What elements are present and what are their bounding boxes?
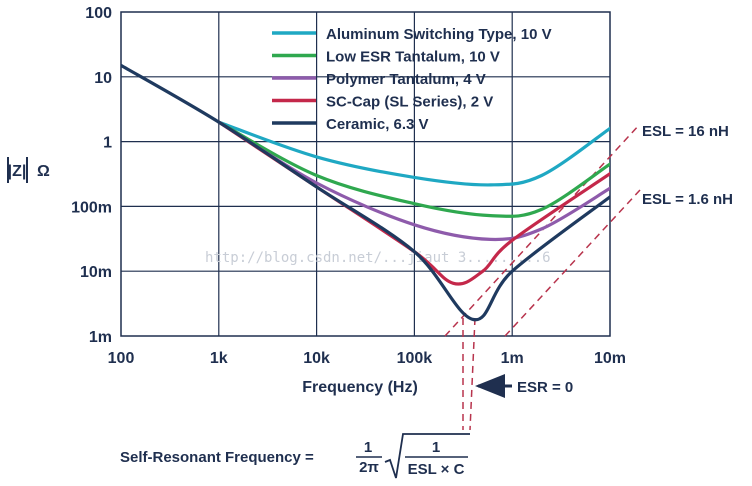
- plot-area: [120, 11, 611, 337]
- legend-label: Aluminum Switching Type, 10 V: [326, 26, 552, 43]
- x-axis-label: Frequency (Hz): [302, 379, 418, 396]
- esl-1-6nh-guide: [504, 189, 641, 337]
- y-tick-label: 1: [103, 135, 112, 152]
- self-resonant-formula: Self-Resonant Frequency = 1 2π 1 ESL × C: [120, 433, 470, 479]
- legend-label: Low ESR Tantalum, 10 V: [326, 49, 500, 66]
- series-line: [217, 120, 610, 187]
- y-tick-label: 10: [94, 70, 112, 87]
- esl-1-6nh-label: ESL = 1.6 nH: [642, 191, 733, 208]
- y-axis-label: |Z| Ω: [7, 157, 50, 183]
- series-line: [121, 63, 610, 322]
- legend: Aluminum Switching Type, 10 V Low ESR Tan…: [272, 26, 552, 133]
- x-tick-label: 100: [108, 350, 135, 367]
- x-tick-labels: 100 1k 10k 100k 1m 10m: [108, 350, 626, 367]
- formula-num-1: 1: [364, 439, 372, 456]
- formula-den-2: ESL × C: [408, 461, 465, 478]
- legend-label: SC-Cap (SL Series), 2 V: [326, 94, 493, 111]
- legend-label: Polymer Tantalum, 4 V: [326, 71, 486, 88]
- y-tick-labels: 1m 10m 100m 1 10 100: [71, 5, 112, 346]
- series-line: [217, 120, 610, 218]
- y-tick-label: 10m: [80, 264, 112, 281]
- esr-label: ESR = 0: [517, 379, 573, 396]
- esl-16nh-label: ESL = 16 nH: [642, 123, 729, 140]
- series-group: [121, 63, 610, 322]
- y-tick-label: 100m: [71, 199, 112, 216]
- sqrt-radical: [384, 433, 470, 479]
- x-tick-label: 100k: [397, 350, 433, 367]
- y-tick-label: 1m: [89, 329, 112, 346]
- formula-num-2: 1: [432, 439, 440, 456]
- x-tick-label: 10m: [594, 350, 626, 367]
- y-axis-label-z: |Z|: [8, 163, 27, 180]
- x-tick-label: 10k: [303, 350, 330, 367]
- y-tick-label: 100: [85, 5, 112, 22]
- x-tick-label: 1m: [501, 350, 524, 367]
- formula-prefix: Self-Resonant Frequency =: [120, 449, 314, 466]
- watermark-text: http://blog.csdn.net/...jiaut 3.........…: [205, 250, 551, 266]
- legend-label: Ceramic, 6.3 V: [326, 116, 429, 133]
- formula-den-1: 2π: [359, 459, 379, 476]
- x-tick-label: 1k: [210, 350, 228, 367]
- y-axis-label-unit: Ω: [37, 163, 50, 180]
- resonance-guide-down-2: [469, 317, 476, 431]
